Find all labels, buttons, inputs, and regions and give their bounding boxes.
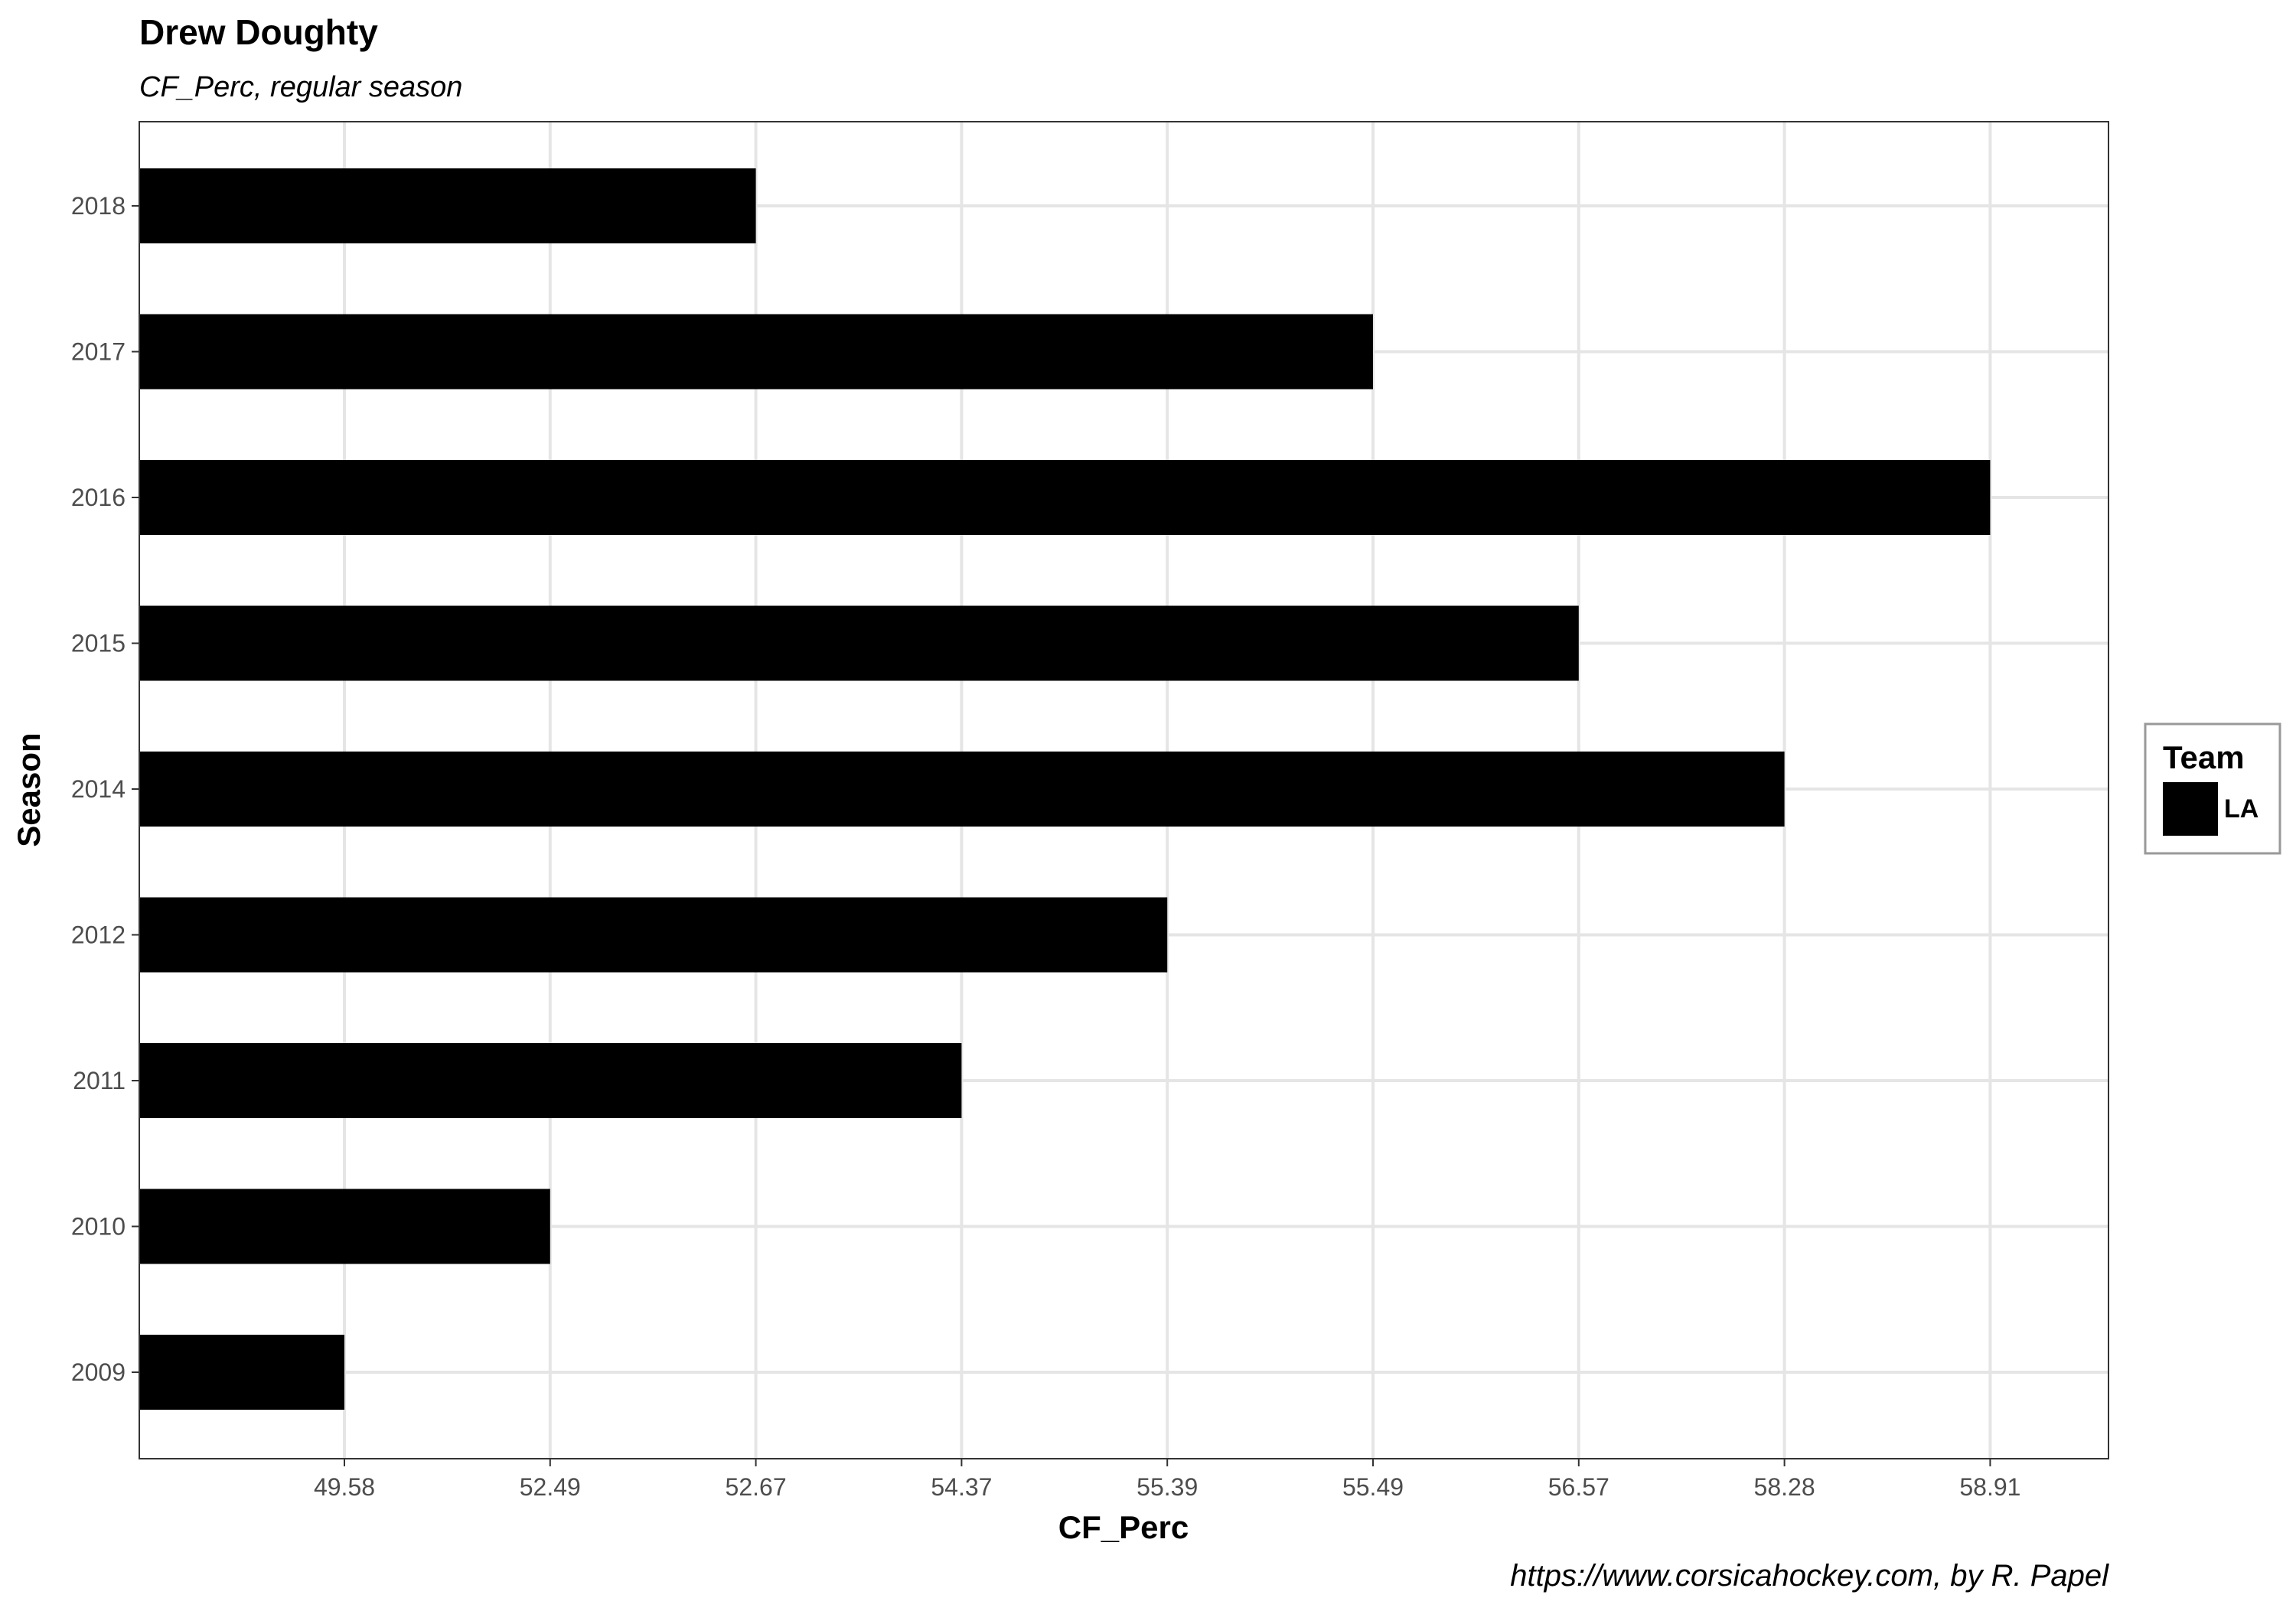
legend-key-la [2163,782,2218,836]
x-tick-label: 52.49 [520,1473,581,1501]
y-tick-label: 2010 [71,1213,126,1241]
bar-2012 [139,897,1168,973]
bar-layer [139,168,1991,1410]
x-tick-label: 52.67 [726,1473,787,1501]
bar-2010 [139,1189,550,1264]
y-tick-label: 2018 [71,192,126,220]
legend-title: Team [2163,739,2245,775]
bar-2016 [139,460,1991,535]
x-tick-label: 49.58 [314,1473,375,1501]
bar-2014 [139,752,1785,827]
chart-title: Drew Doughty [139,12,378,52]
x-tick-label: 55.39 [1137,1473,1198,1501]
chart-subtitle: CF_Perc, regular season [139,71,462,103]
x-tick-label: 56.57 [1548,1473,1609,1501]
x-tick-label: 55.49 [1342,1473,1404,1501]
x-axis-ticks: 49.58 52.49 52.67 54.37 55.39 55.49 56.57 58.28… [314,1459,2020,1501]
y-tick-label: 2017 [71,338,126,366]
panel-border [139,121,2109,1459]
bar-2017 [139,314,1373,390]
legend: Team LA [2144,722,2281,855]
bar-2018 [139,168,756,243]
y-tick-label: 2009 [71,1358,126,1386]
y-tick-label: 2011 [73,1067,126,1094]
legend-label-la: LA [2224,794,2258,823]
y-axis-title: Season [11,732,47,846]
y-tick-label: 2015 [71,630,126,657]
bar-2015 [139,605,1579,681]
y-tick-label: 2016 [71,484,126,511]
y-tick-label: 2014 [71,775,126,803]
x-tick-label: 58.91 [1959,1473,2020,1501]
x-axis-title: CF_Perc [1058,1509,1189,1545]
bar-2011 [139,1043,962,1118]
x-tick-label: 58.28 [1754,1473,1815,1501]
bar-2009 [139,1335,344,1410]
y-axis-ticks: 2009 2010 2011 2012 2014 2015 2016 2017 2018 [71,192,139,1386]
y-tick-label: 2012 [71,921,126,949]
chart-caption: https://www.corsicahockey.com, by R. Pap… [1510,1559,2109,1593]
x-tick-label: 54.37 [931,1473,992,1501]
